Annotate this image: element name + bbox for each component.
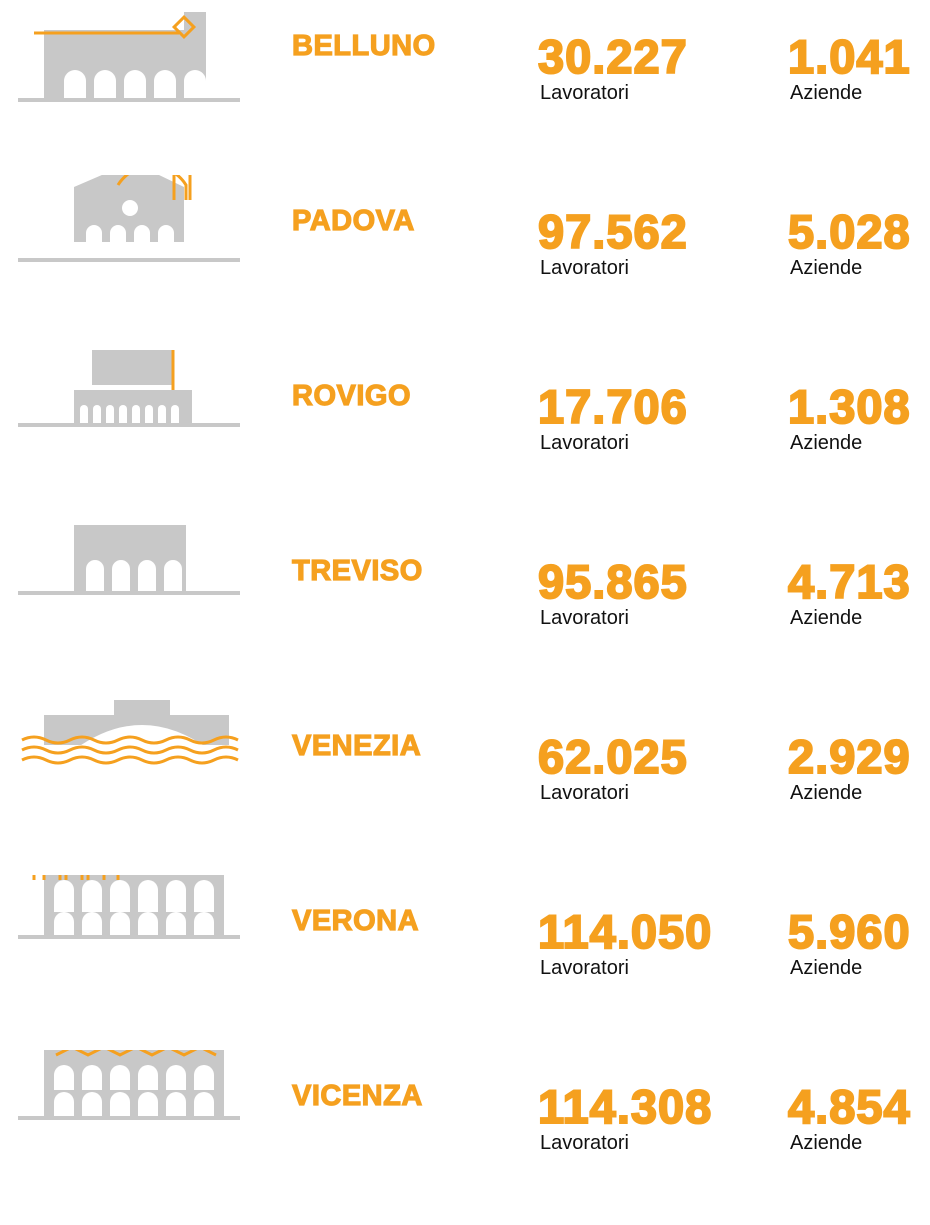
workers-value: 62.025 xyxy=(537,729,688,784)
companies-value: 4.713 xyxy=(787,554,911,609)
province-icon xyxy=(18,175,240,262)
province-name: BELLUNO xyxy=(291,29,436,62)
companies-value: 1.308 xyxy=(787,379,911,434)
companies-label: Aziende xyxy=(790,1132,863,1154)
province-row: ROVIGO 17.706 Lavoratori 1.308 Aziende xyxy=(0,350,930,525)
companies-label: Aziende xyxy=(790,432,863,454)
workers-label: Lavoratori xyxy=(540,82,629,104)
workers-label: Lavoratori xyxy=(540,782,629,804)
companies-label: Aziende xyxy=(790,782,863,804)
province-icon xyxy=(18,875,240,940)
province-name: VENEZIA xyxy=(291,729,422,762)
companies-value: 4.854 xyxy=(787,1079,911,1134)
workers-value: 114.050 xyxy=(537,904,713,959)
province-icon xyxy=(18,12,240,102)
workers-value: 30.227 xyxy=(537,29,688,84)
province-icon xyxy=(18,350,240,427)
companies-label: Aziende xyxy=(790,82,863,104)
province-name: ROVIGO xyxy=(291,379,412,412)
page: BELLUNO 30.227 Lavoratori 1.041 Aziende PADOV… xyxy=(0,0,930,1154)
province-icon xyxy=(18,1050,240,1120)
companies-label: Aziende xyxy=(790,257,863,279)
companies-value: 5.960 xyxy=(787,904,911,959)
province-row: VERONA 114.050 Lavoratori 5.960 Aziende xyxy=(0,875,930,1050)
workers-label: Lavoratori xyxy=(540,607,629,629)
workers-label: Lavoratori xyxy=(540,957,629,979)
province-row: VENEZIA 62.025 Lavoratori 2.929 Aziende xyxy=(0,700,930,875)
workers-label: Lavoratori xyxy=(540,1132,629,1154)
province-icon xyxy=(18,525,240,596)
companies-value: 1.041 xyxy=(787,29,911,84)
companies-value: 2.929 xyxy=(787,729,911,784)
workers-value: 17.706 xyxy=(537,379,688,434)
province-name: VICENZA xyxy=(291,1079,423,1112)
province-name: TREVISO xyxy=(291,554,423,587)
companies-label: Aziende xyxy=(790,607,863,629)
workers-value: 97.562 xyxy=(537,204,688,259)
workers-label: Lavoratori xyxy=(540,432,629,454)
province-row: TREVISO 95.865 Lavoratori 4.713 Aziende xyxy=(0,525,930,700)
province-icon xyxy=(21,700,239,765)
companies-label: Aziende xyxy=(790,957,863,979)
workers-value: 95.865 xyxy=(537,554,688,609)
province-name: VERONA xyxy=(291,904,420,937)
province-row: VICENZA 114.308 Lavoratori 4.854 Aziende xyxy=(0,1050,930,1225)
province-row: PADOVA 97.562 Lavoratori 5.028 Aziende xyxy=(0,175,930,350)
province-name: PADOVA xyxy=(291,204,415,237)
workers-label: Lavoratori xyxy=(540,257,629,279)
companies-value: 5.028 xyxy=(787,204,911,259)
province-row: BELLUNO 30.227 Lavoratori 1.041 Aziende xyxy=(0,0,930,175)
workers-value: 114.308 xyxy=(537,1079,713,1134)
